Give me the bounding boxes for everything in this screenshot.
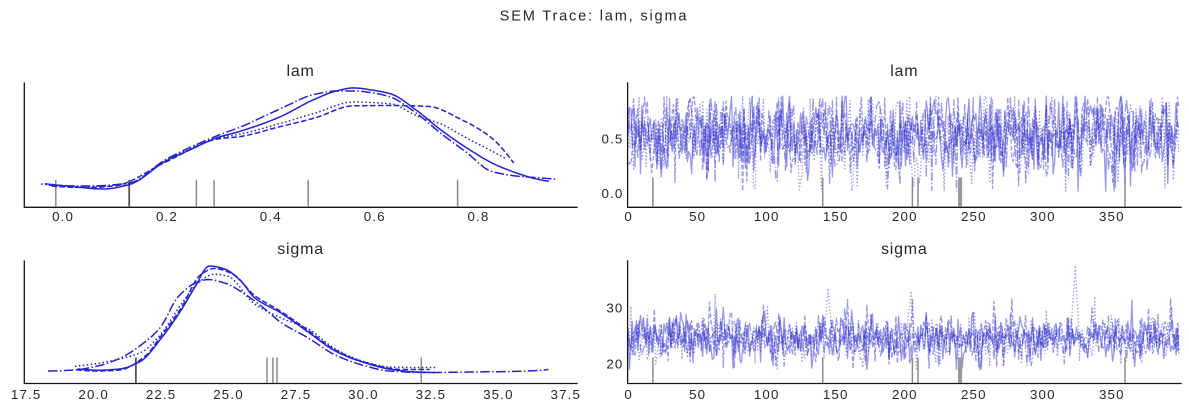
svg-text:sigma: sigma <box>881 241 928 258</box>
svg-text:0.0: 0.0 <box>602 186 624 201</box>
svg-text:200: 200 <box>892 209 918 224</box>
svg-text:100: 100 <box>754 387 780 402</box>
svg-text:300: 300 <box>1030 209 1056 224</box>
svg-text:0.4: 0.4 <box>260 209 282 224</box>
svg-text:150: 150 <box>823 209 849 224</box>
svg-text:lam: lam <box>890 63 918 80</box>
svg-text:300: 300 <box>1030 387 1056 402</box>
svg-text:20.0: 20.0 <box>78 387 109 402</box>
svg-text:100: 100 <box>754 209 780 224</box>
svg-text:25.0: 25.0 <box>213 387 244 402</box>
svg-text:350: 350 <box>1099 209 1125 224</box>
svg-text:20: 20 <box>606 357 623 372</box>
svg-text:0.6: 0.6 <box>364 209 386 224</box>
svg-text:0.2: 0.2 <box>156 209 178 224</box>
svg-text:35.0: 35.0 <box>483 387 514 402</box>
svg-text:50: 50 <box>689 387 706 402</box>
svg-text:17.5: 17.5 <box>11 387 42 402</box>
svg-text:22.5: 22.5 <box>146 387 177 402</box>
svg-text:250: 250 <box>961 387 987 402</box>
svg-text:SEM Trace: lam, sigma: SEM Trace: lam, sigma <box>500 8 689 24</box>
svg-text:0.0: 0.0 <box>52 209 74 224</box>
svg-text:350: 350 <box>1099 387 1125 402</box>
svg-text:30.0: 30.0 <box>348 387 379 402</box>
svg-text:0: 0 <box>624 209 633 224</box>
svg-text:50: 50 <box>689 209 706 224</box>
svg-text:200: 200 <box>892 387 918 402</box>
svg-text:37.5: 37.5 <box>551 387 582 402</box>
svg-text:30: 30 <box>606 300 623 315</box>
svg-text:0: 0 <box>624 387 633 402</box>
svg-text:sigma: sigma <box>277 241 324 258</box>
svg-text:250: 250 <box>961 209 987 224</box>
svg-text:lam: lam <box>287 63 315 80</box>
svg-text:0.5: 0.5 <box>602 131 624 146</box>
svg-text:0.8: 0.8 <box>468 209 490 224</box>
svg-text:27.5: 27.5 <box>281 387 312 402</box>
svg-text:150: 150 <box>823 387 849 402</box>
svg-text:32.5: 32.5 <box>416 387 447 402</box>
